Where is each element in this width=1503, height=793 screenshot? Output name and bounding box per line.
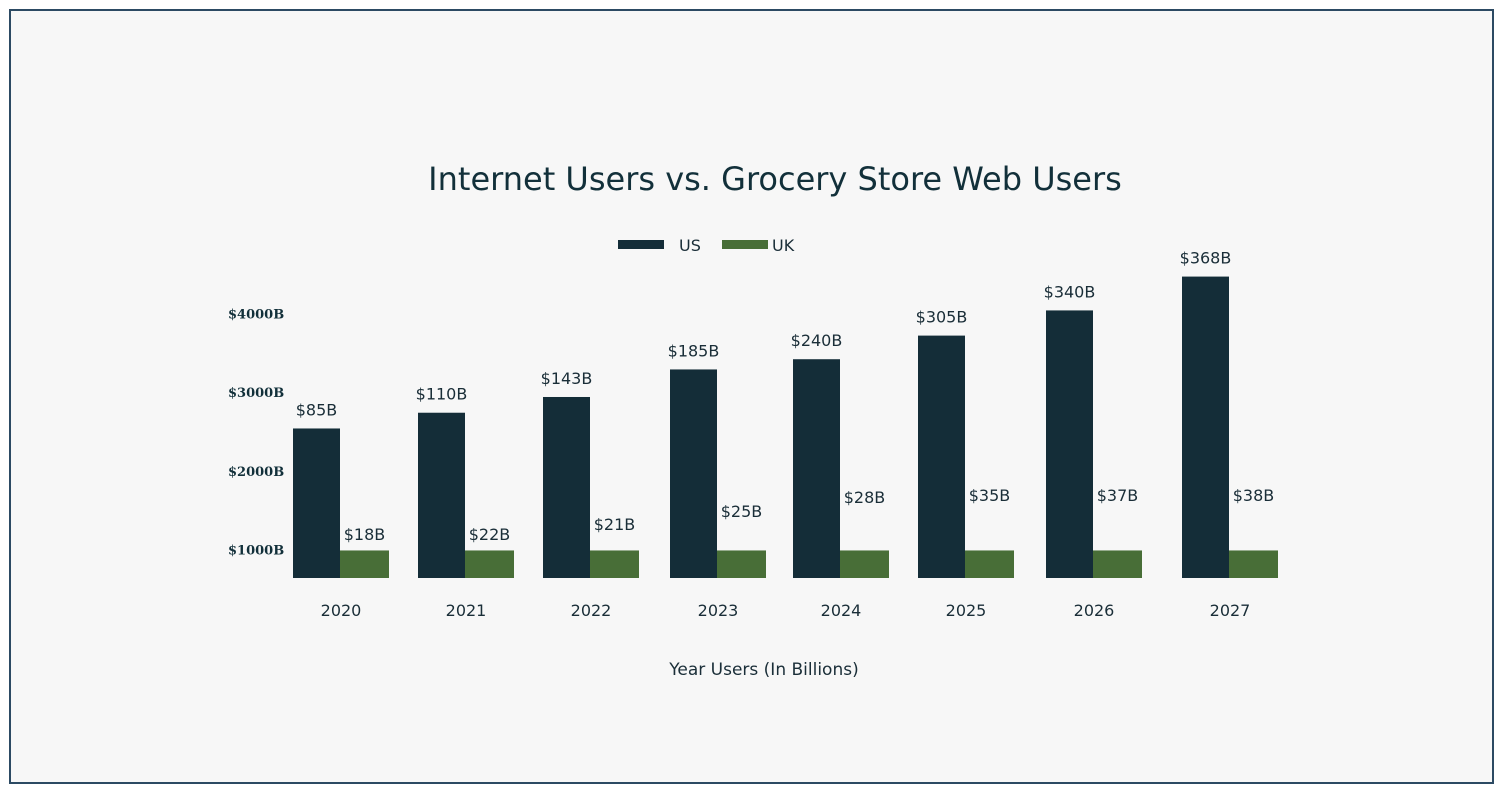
legend-swatch-uk [722, 240, 768, 249]
x-tick-label: 2027 [1210, 601, 1251, 620]
legend: US UK [618, 236, 795, 255]
data-label-uk-2021: $22B [469, 525, 511, 544]
bar-us-2025 [918, 335, 965, 578]
bar-uk-2025 [965, 550, 1014, 578]
x-tick-label: 2025 [946, 601, 987, 620]
bar-uk-2026 [1093, 550, 1142, 578]
y-tick-label: $1000B [228, 543, 284, 558]
y-tick-label: $4000B [228, 307, 284, 322]
bar-uk-2024 [840, 550, 889, 578]
x-axis-label: Year Users (In Billions) [668, 660, 858, 680]
data-label-us-2021: $110B [416, 385, 468, 404]
data-label-us-2024: $240B [791, 331, 843, 350]
data-label-us-2020: $85B [296, 400, 338, 419]
x-tick-label: 2022 [571, 601, 612, 620]
data-label-us-2023: $185B [668, 341, 720, 360]
data-label-uk-2027: $38B [1233, 486, 1275, 505]
bar-uk-2021 [465, 550, 514, 578]
bar-us-2026 [1046, 310, 1093, 578]
data-labels: $85B $18B $110B $22B $143B $21B $185B $25B $240B… [296, 249, 1275, 544]
data-label-uk-2020: $18B [344, 525, 386, 544]
chart-title: Internet Users vs. Grocery Store Web Use… [428, 160, 1122, 198]
bar-us-2021 [418, 412, 465, 578]
legend-label-uk: UK [772, 236, 795, 255]
chart-frame [9, 9, 1494, 784]
bar-uk-2023 [717, 550, 766, 578]
y-tick-label: $2000B [228, 465, 284, 480]
bar-uk-2022 [590, 550, 639, 578]
x-tick-label: 2020 [321, 601, 362, 620]
bar-uk-2020 [340, 550, 389, 578]
legend-swatch-us [618, 240, 664, 249]
data-label-us-2026: $340B [1044, 282, 1096, 301]
data-label-us-2022: $143B [541, 369, 593, 388]
data-label-uk-2023: $25B [721, 502, 763, 521]
bars [293, 276, 1278, 578]
data-label-uk-2026: $37B [1097, 486, 1139, 505]
y-axis-ticks: $1000B $2000B $3000B $4000B [228, 307, 284, 558]
data-label-us-2027: $368B [1180, 249, 1232, 268]
x-tick-label: 2021 [446, 601, 487, 620]
data-label-us-2025: $305B [916, 308, 968, 327]
data-label-uk-2024: $28B [844, 488, 886, 507]
bar-us-2027 [1182, 276, 1229, 578]
x-tick-label: 2024 [821, 601, 862, 620]
data-label-uk-2022: $21B [594, 515, 636, 534]
bar-us-2024 [793, 359, 840, 578]
y-tick-label: $3000B [228, 386, 284, 401]
data-label-uk-2025: $35B [969, 486, 1011, 505]
x-tick-label: 2023 [698, 601, 739, 620]
x-tick-label: 2026 [1074, 601, 1115, 620]
bar-uk-2027 [1229, 550, 1278, 578]
legend-label-us: US [679, 236, 701, 255]
x-axis-ticks: 2020 2021 2022 2023 2024 2025 2026 2027 [321, 601, 1251, 620]
bar-us-2022 [543, 396, 590, 578]
bar-us-2020 [293, 428, 340, 578]
bar-us-2023 [670, 369, 717, 578]
